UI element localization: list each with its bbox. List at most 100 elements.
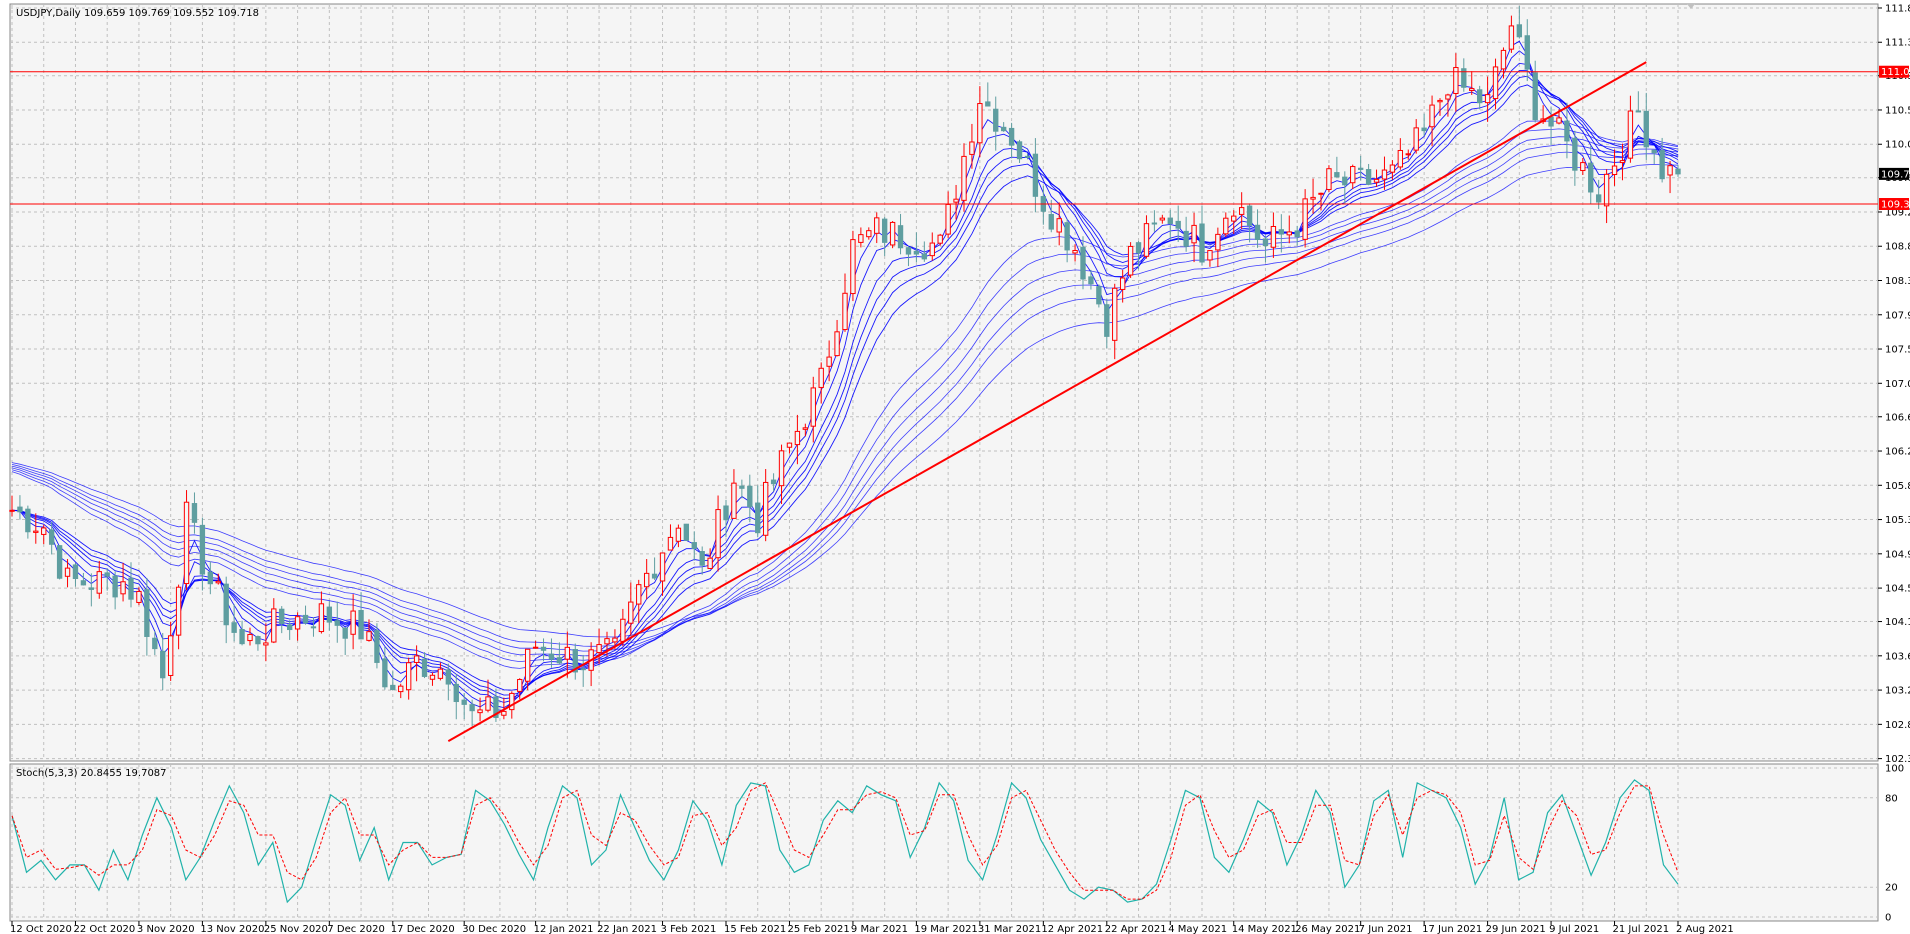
candle-body <box>1350 166 1356 184</box>
candle-body <box>1318 192 1324 195</box>
candle-body <box>175 586 182 636</box>
time-tick-label: 29 Jun 2021 <box>1486 924 1546 934</box>
moving-average-line <box>11 84 1679 691</box>
trendline-group <box>447 61 1647 742</box>
trendline <box>447 61 1647 742</box>
time-tick-label: 3 Feb 2021 <box>661 924 717 934</box>
time-axis: 12 Oct 2020 22 Oct 2020 3 Nov 2020 13 Nov 2… <box>10 921 1734 934</box>
candle-body <box>302 614 309 624</box>
price-tick-label: 111.80 <box>1885 3 1910 14</box>
price-tick-label: 105.81 <box>1885 481 1910 492</box>
price-tick-label: 102.38 <box>1885 754 1910 765</box>
candle-body <box>1572 137 1578 171</box>
candle-body <box>842 292 848 331</box>
candle-body <box>469 704 475 712</box>
candle-body <box>1286 231 1292 236</box>
candle-body <box>461 699 467 705</box>
candle-body <box>604 638 610 645</box>
candle-body <box>913 250 920 255</box>
candle-body <box>382 658 388 688</box>
candle-body <box>1437 99 1443 103</box>
candle-body <box>826 356 832 367</box>
candle-body <box>1175 220 1181 229</box>
candle-body <box>1342 176 1348 186</box>
candle-body <box>1064 222 1070 251</box>
price-level-label: 109.7 <box>1881 169 1910 180</box>
candle-body <box>675 527 682 542</box>
time-tick-label: 13 Nov 2020 <box>200 924 264 934</box>
candle-body <box>572 649 578 673</box>
candle-body <box>1659 150 1665 180</box>
time-tick-label: 17 Jun 2021 <box>1422 924 1482 934</box>
candle-body <box>33 530 39 533</box>
candle-body <box>1381 169 1388 180</box>
candle-body <box>310 626 317 629</box>
price-level-tag <box>1879 167 1909 180</box>
time-tick-label: 12 Jan 2021 <box>534 924 594 934</box>
candle-body <box>64 567 71 577</box>
candle-body <box>993 108 999 132</box>
candle-body <box>731 482 737 519</box>
candle-body <box>1413 127 1419 151</box>
candle-body <box>643 572 650 588</box>
candle-body <box>969 141 975 155</box>
candle-body <box>1127 245 1134 276</box>
candle-body <box>1484 94 1491 104</box>
candle-body <box>548 653 555 660</box>
candle-body <box>1199 223 1205 263</box>
candle-body <box>390 684 396 691</box>
candle-body <box>707 557 713 569</box>
candle-body <box>953 198 959 203</box>
candle-body <box>271 608 277 643</box>
candle-body <box>810 387 816 427</box>
candle-body <box>747 485 753 508</box>
candle-body <box>318 603 325 633</box>
chart-shift-marker[interactable] <box>1687 4 1695 9</box>
candle-body <box>1461 68 1467 88</box>
moving-average-line <box>11 143 1679 652</box>
candle-body <box>1516 24 1523 38</box>
candle-body <box>1476 89 1483 104</box>
candle-body <box>1270 225 1277 248</box>
candle-body <box>160 650 166 679</box>
price-tick-label: 104.10 <box>1885 617 1910 628</box>
candle-body <box>413 655 420 663</box>
candle-body <box>493 696 499 718</box>
candle-body <box>17 506 23 513</box>
candle-body <box>818 367 824 388</box>
candle-body <box>350 610 356 635</box>
candle-body <box>977 103 983 144</box>
candle-body <box>540 646 547 651</box>
time-tick-label: 12 Oct 2020 <box>10 924 72 934</box>
price-tick-label: 108.38 <box>1885 276 1910 287</box>
candle-body <box>80 580 87 586</box>
candle-body <box>405 662 412 691</box>
candle-body <box>9 509 15 512</box>
candle-body <box>945 203 951 235</box>
candle-body <box>1032 153 1039 197</box>
candle-body <box>1278 229 1285 235</box>
candle-body <box>1556 117 1562 124</box>
symbol-header: USDJPY,Daily <box>16 8 81 19</box>
candle-body <box>1191 224 1197 244</box>
time-tick-label: 7 Jun 2021 <box>1359 924 1413 934</box>
candle-body <box>1588 162 1594 193</box>
candle-body <box>929 242 935 257</box>
candle-body <box>1453 67 1459 94</box>
candlesticks <box>9 6 1681 727</box>
candle-body <box>636 584 642 605</box>
candle-body <box>1294 230 1300 238</box>
candle-body <box>1207 250 1213 261</box>
candle-body <box>770 479 777 485</box>
candle-body <box>286 624 293 631</box>
candle-body <box>144 589 150 637</box>
time-tick-label: 22 Jan 2021 <box>597 924 657 934</box>
candle-body <box>1119 277 1126 290</box>
candle-body <box>1238 207 1245 215</box>
candle-body <box>112 575 118 598</box>
candle-body <box>755 502 761 534</box>
candle-body <box>1143 223 1150 257</box>
candle-body <box>231 622 237 633</box>
candle-body <box>881 218 888 243</box>
candle-body <box>509 692 515 711</box>
